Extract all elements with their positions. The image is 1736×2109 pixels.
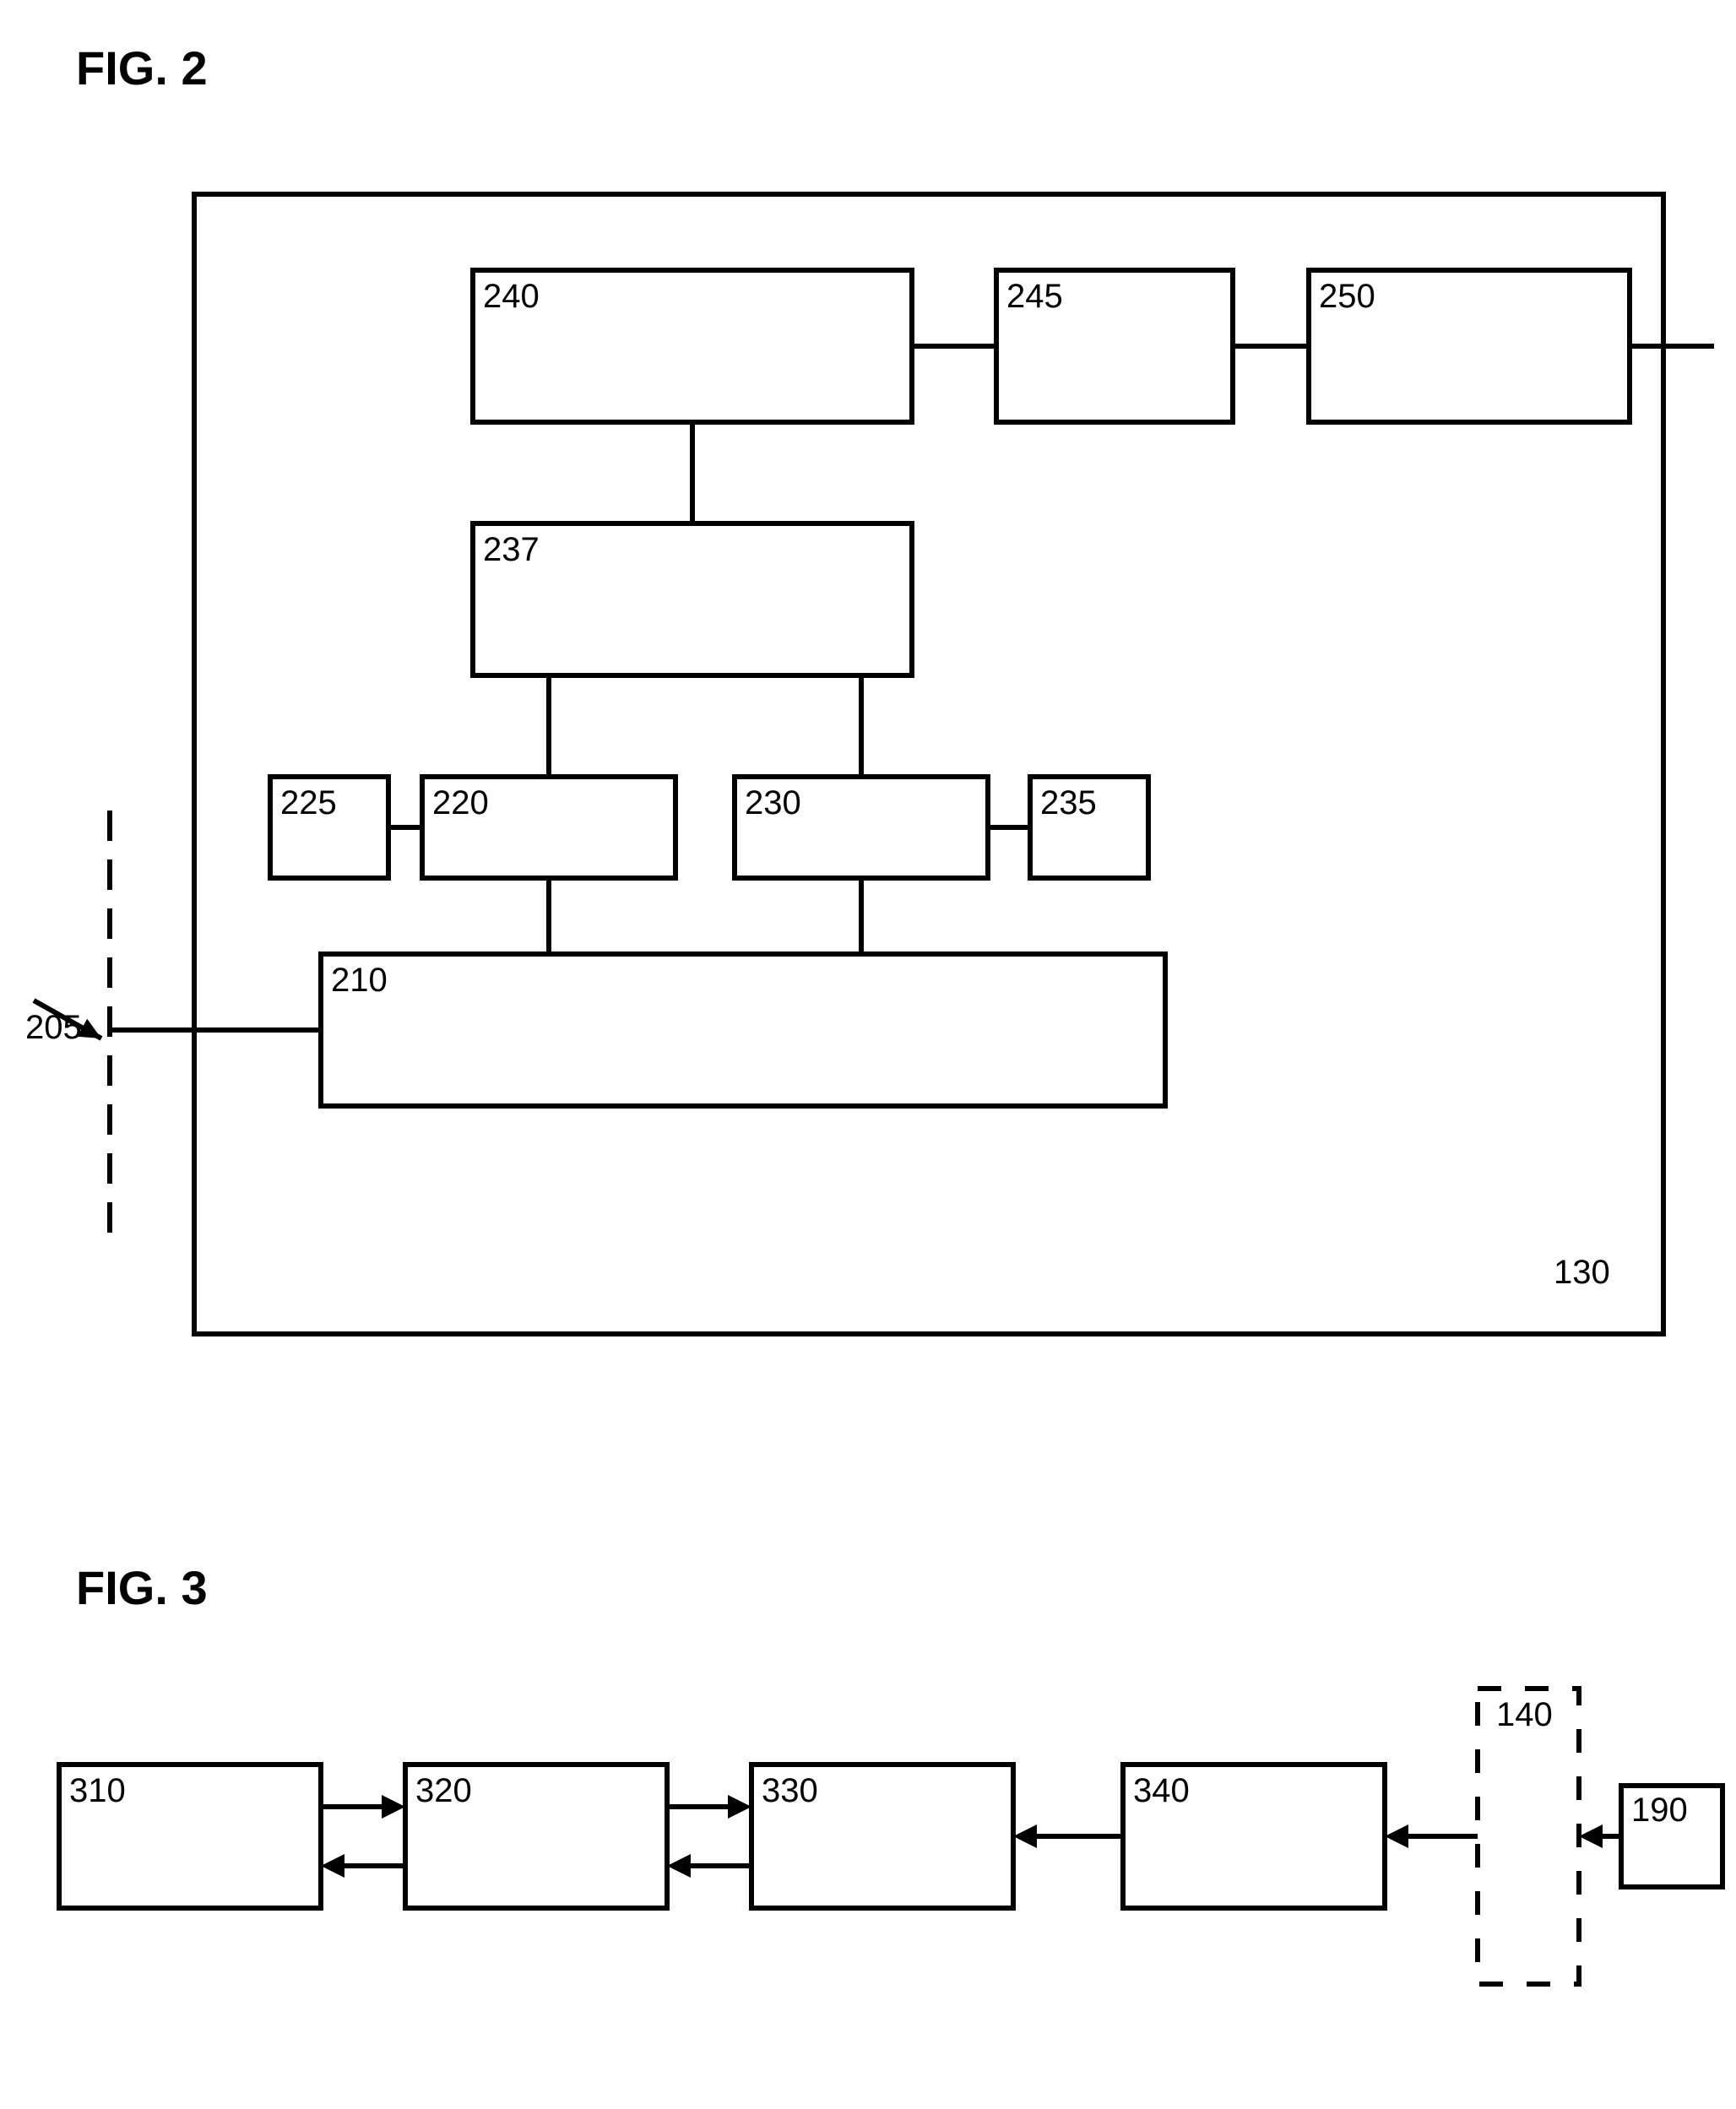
fig2-outer-label: 130	[1554, 1254, 1610, 1291]
arrow-head-icon	[321, 1854, 344, 1878]
block-b225-label: 225	[280, 784, 337, 821]
block-b250-label: 250	[1319, 278, 1375, 315]
block-b330-label: 330	[762, 1772, 818, 1809]
arrow-head-icon	[382, 1795, 405, 1819]
block-b190-label: 190	[1631, 1792, 1688, 1829]
block-b245-label: 245	[1006, 278, 1063, 315]
block-b235-label: 235	[1040, 784, 1097, 821]
arrow-head-icon	[1385, 1824, 1408, 1848]
block-b240-label: 240	[483, 278, 540, 315]
fig2-lead-205-label: 205	[25, 1009, 82, 1046]
block-b340-label: 340	[1133, 1772, 1190, 1809]
block-b210	[321, 954, 1165, 1106]
arrow-head-icon	[667, 1854, 691, 1878]
block-b320-label: 320	[415, 1772, 472, 1809]
fig2-title: FIG. 2	[76, 41, 208, 95]
arrow-head-icon	[1579, 1824, 1603, 1848]
arrow-head-icon	[728, 1795, 751, 1819]
fig3-dashed-block-140-label: 140	[1496, 1696, 1553, 1733]
diagram-canvas: FIG. 2 130 240 245 250 237 225 220 230 235 210 205 F…	[0, 0, 1736, 2109]
block-b230-label: 230	[745, 784, 801, 821]
block-b237-label: 237	[483, 531, 540, 568]
arrow-head-icon	[1013, 1824, 1037, 1848]
fig3-title: FIG. 3	[76, 1561, 208, 1614]
block-b220-label: 220	[432, 784, 489, 821]
block-b210-label: 210	[331, 962, 388, 999]
block-b310-label: 310	[69, 1772, 126, 1809]
